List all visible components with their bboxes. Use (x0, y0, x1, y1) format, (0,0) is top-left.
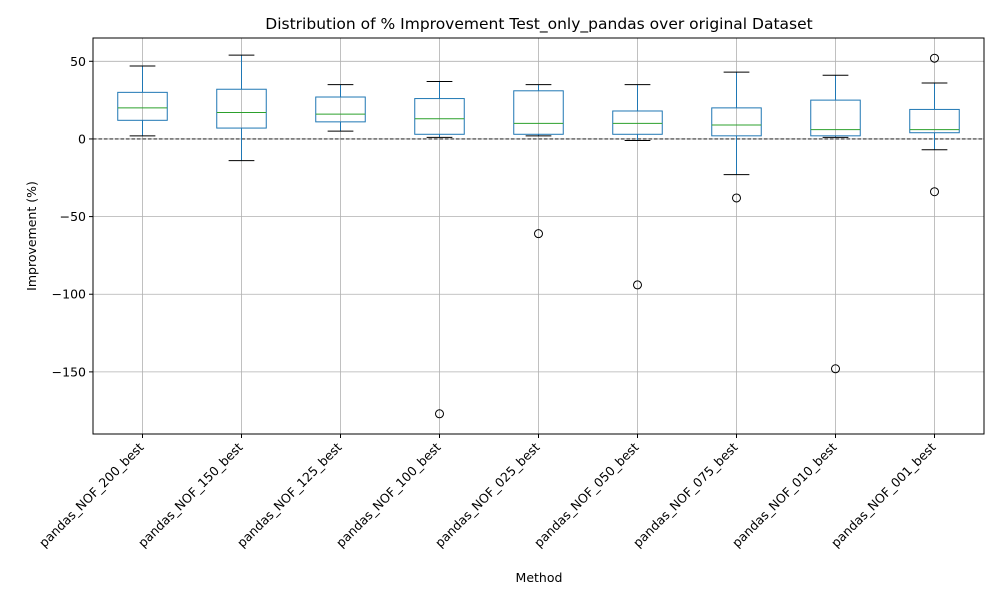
y-tick-label: 50 (70, 54, 86, 69)
x-tick-label: pandas_NOF_075_best (630, 439, 741, 550)
x-tick-label: pandas_NOF_025_best (432, 439, 543, 550)
outlier-point (930, 187, 939, 197)
x-axis-ticks: pandas_NOF_200_bestpandas_NOF_150_bestpa… (36, 434, 939, 550)
box-plot-series (117, 53, 960, 419)
outlier-point (633, 280, 642, 290)
box-group-pandas_NOF_075_best (711, 71, 762, 203)
y-tick-label: −50 (60, 209, 86, 224)
iqr-box (612, 110, 663, 135)
y-tick-label: 0 (78, 131, 86, 146)
box-group-pandas_NOF_001_best (909, 53, 960, 197)
box-group-pandas_NOF_200_best (117, 65, 168, 137)
grid-lines (93, 38, 984, 434)
iqr-box (810, 99, 861, 137)
iqr-box (117, 91, 168, 121)
iqr-box (315, 96, 366, 123)
outlier-point (930, 53, 939, 63)
x-tick-label: pandas_NOF_125_best (234, 439, 345, 550)
outlier-point (831, 364, 840, 374)
iqr-box (414, 98, 465, 135)
box-group-pandas_NOF_010_best (810, 74, 861, 374)
outlier-point (732, 193, 741, 203)
y-axis-ticks: 50 0 −50 −100 −150 (52, 54, 93, 379)
x-tick-label: pandas_NOF_100_best (333, 439, 444, 550)
box-group-pandas_NOF_150_best (216, 54, 267, 162)
box-group-pandas_NOF_025_best (513, 84, 564, 239)
x-tick-label: pandas_NOF_150_best (135, 439, 246, 550)
iqr-box (216, 88, 267, 129)
chart-title: Distribution of % Improvement Test_only_… (265, 15, 812, 34)
iqr-box (711, 107, 762, 137)
outlier-point (534, 229, 543, 239)
outlier-point (435, 409, 444, 419)
iqr-box (909, 108, 960, 134)
x-tick-label: pandas_NOF_050_best (531, 439, 642, 550)
box-group-pandas_NOF_050_best (612, 84, 663, 290)
box-group-pandas_NOF_100_best (414, 80, 465, 419)
x-tick-label: pandas_NOF_200_best (36, 439, 147, 550)
box-group-pandas_NOF_125_best (315, 84, 366, 132)
y-axis-label: Improvement (%) (24, 181, 39, 291)
y-tick-label: −150 (52, 364, 86, 379)
x-tick-label: pandas_NOF_001_best (828, 439, 939, 550)
x-tick-label: pandas_NOF_010_best (729, 439, 840, 550)
y-tick-label: −100 (52, 287, 86, 302)
iqr-box (513, 90, 564, 135)
x-axis-label: Method (516, 570, 563, 585)
